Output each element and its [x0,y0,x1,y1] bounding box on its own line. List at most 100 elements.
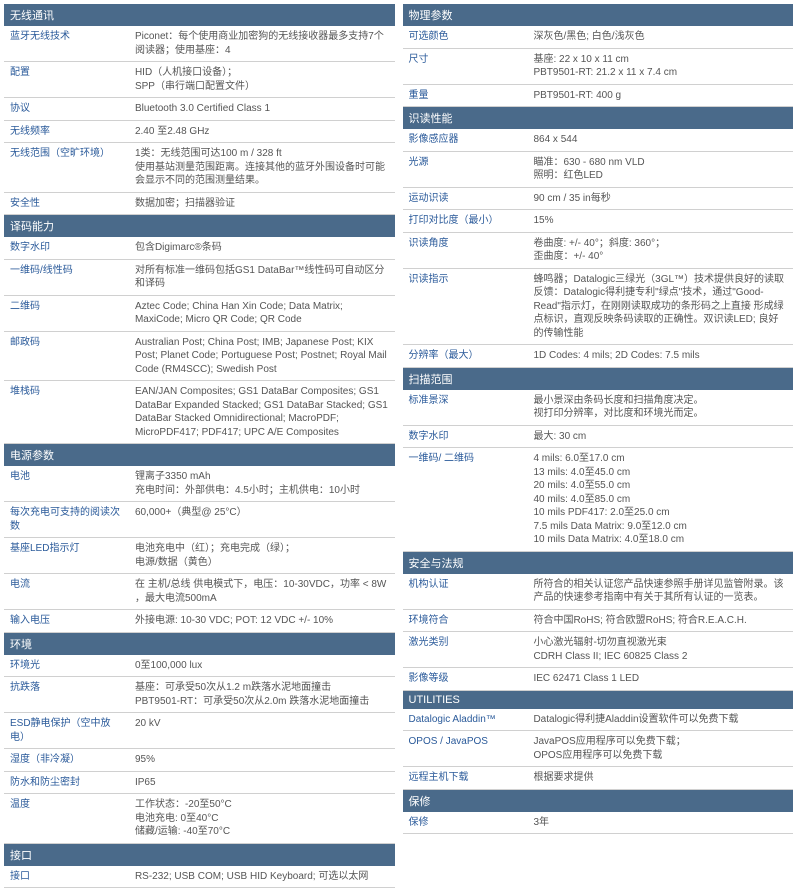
spec-value: 在 主机/总线 供电模式下，电压：10-30VDC，功率 < 8W ，最大电流5… [129,574,395,610]
spec-value: 瞄准：630 - 680 nm VLD 照明：红色LED [527,151,793,187]
table-row: 邮政码Australian Post; China Post; IMB; Jap… [4,331,395,381]
spec-value: IP65 [129,771,395,794]
spec-value: 最小景深由条码长度和扫描角度决定。 视打印分辨率，对比度和环境光而定。 [527,390,793,426]
section-header: 无线通讯 [4,4,395,26]
spec-value: 小心激光辐射-切勿直视激光束 CDRH Class II; IEC 60825 … [527,632,793,668]
section-header: 电源参数 [4,444,395,466]
spec-label: 协议 [4,98,129,121]
table-row: 湿度（非冷凝）95% [4,749,395,772]
spec-value: 深灰色/黑色; 白色/浅灰色 [527,26,793,48]
spec-label: 保修 [403,812,528,834]
spec-table: 可选颜色深灰色/黑色; 白色/浅灰色尺寸基座: 22 x 10 x 11 cm … [403,26,794,107]
spec-value: EAN/JAN Composites; GS1 DataBar Composit… [129,381,395,444]
spec-label: 影像感应器 [403,129,528,151]
spec-value: 卷曲度: +/- 40°；斜度: 360°； 歪曲度：+/- 40° [527,232,793,268]
spec-label: 湿度（非冷凝） [4,749,129,772]
spec-label: 接口 [4,866,129,888]
spec-label: OPOS / JavaPOS [403,731,528,767]
table-row: 可选颜色深灰色/黑色; 白色/浅灰色 [403,26,794,48]
spec-value: 包含Digimarc®条码 [129,237,395,259]
spec-label: 重量 [403,84,528,107]
table-row: 无线范围（空旷环境）1类：无线范围可达100 m / 328 ft 使用基站测量… [4,143,395,193]
spec-value: 对所有标准一维码包括GS1 DataBar™线性码可自动区分和译码 [129,259,395,295]
spec-table: 蓝牙无线技术Piconet：每个使用商业加密狗的无线接收器最多支持7个阅读器；使… [4,26,395,215]
table-row: OPOS / JavaPOSJavaPOS应用程序可以免费下载； OPOS应用程… [403,731,794,767]
spec-value: RS-232; USB COM; USB HID Keyboard; 可选以太网 [129,866,395,888]
section-header: 扫描范围 [403,368,794,390]
spec-label: 无线范围（空旷环境） [4,143,129,193]
table-row: 一维码/ 二维码 4 mils: 6.0至17.0 cm 13 mils: 4.… [403,448,794,552]
spec-label: 识读角度 [403,232,528,268]
spec-value: 工作状态：-20至50°C 电池充电: 0至40°C 储藏/运输: -40至70… [129,794,395,844]
table-row: 输入电压外接电源: 10-30 VDC; POT: 12 VDC +/- 10% [4,610,395,633]
spec-value: 95% [129,749,395,772]
section-header: 译码能力 [4,215,395,237]
spec-label: 光源 [403,151,528,187]
spec-value: 15% [527,210,793,233]
spec-table: 数字水印包含Digimarc®条码一维码/线性码对所有标准一维码包括GS1 Da… [4,237,395,444]
spec-label: 远程主机下载 [403,767,528,790]
table-row: 识读角度卷曲度: +/- 40°；斜度: 360°； 歪曲度：+/- 40° [403,232,794,268]
table-row: 接口RS-232; USB COM; USB HID Keyboard; 可选以… [4,866,395,888]
spec-label: 标准景深 [403,390,528,426]
spec-value: 电池充电中（红）；充电完成（绿）； 电源/数据（黄色） [129,538,395,574]
table-row: 环境光0至100,000 lux [4,655,395,677]
spec-value: 3年 [527,812,793,834]
spec-label: 运动识读 [403,187,528,210]
table-row: 抗跌落基座：可承受50次从1.2 m跌落水泥地面撞击 PBT9501-RT：可承… [4,677,395,713]
spec-label: 温度 [4,794,129,844]
spec-label: 每次充电可支持的阅读次数 [4,502,129,538]
spec-value: PBT9501-RT: 400 g [527,84,793,107]
spec-value: 2.40 至2.48 GHz [129,120,395,143]
spec-value: 4 mils: 6.0至17.0 cm 13 mils: 4.0至45.0 cm… [527,448,793,552]
table-row: 识读指示蜂鸣器；Datalogic三绿光（3GL™）技术提供良好的读取反馈：Da… [403,268,794,345]
table-row: 堆栈码EAN/JAN Composites; GS1 DataBar Compo… [4,381,395,444]
table-row: 一维码/线性码对所有标准一维码包括GS1 DataBar™线性码可自动区分和译码 [4,259,395,295]
spec-label: 激光类别 [403,632,528,668]
spec-label: 环境符合 [403,609,528,632]
spec-label: 无线频率 [4,120,129,143]
table-row: 运动识读90 cm / 35 in每秒 [403,187,794,210]
table-row: 分辨率（最大）1D Codes: 4 mils; 2D Codes: 7.5 m… [403,345,794,368]
spec-value: 外接电源: 10-30 VDC; POT: 12 VDC +/- 10% [129,610,395,633]
table-row: 激光类别小心激光辐射-切勿直视激光束 CDRH Class II; IEC 60… [403,632,794,668]
spec-label: 数字水印 [4,237,129,259]
spec-value: 20 kV [129,713,395,749]
spec-label: 打印对比度（最小） [403,210,528,233]
spec-value: 1D Codes: 4 mils; 2D Codes: 7.5 mils [527,345,793,368]
section-header: 物理参数 [403,4,794,26]
spec-label: 堆栈码 [4,381,129,444]
spec-value: HID（人机接口设备）； SPP（串行端口配置文件） [129,62,395,98]
spec-value: Aztec Code; China Han Xin Code; Data Mat… [129,295,395,331]
spec-table: Datalogic Aladdin™Datalogic得利捷Aladdin设置软… [403,709,794,790]
table-row: 蓝牙无线技术Piconet：每个使用商业加密狗的无线接收器最多支持7个阅读器；使… [4,26,395,62]
table-row: 防水和防尘密封IP65 [4,771,395,794]
table-row: 安全性数据加密；扫描器验证 [4,192,395,215]
spec-label: 机构认证 [403,574,528,610]
spec-label: 蓝牙无线技术 [4,26,129,62]
spec-value: 基座：可承受50次从1.2 m跌落水泥地面撞击 PBT9501-RT：可承受50… [129,677,395,713]
spec-label: 防水和防尘密封 [4,771,129,794]
spec-label: 邮政码 [4,331,129,381]
spec-value: Piconet：每个使用商业加密狗的无线接收器最多支持7个阅读器；使用基座：4 [129,26,395,62]
table-row: 二维码Aztec Code; China Han Xin Code; Data … [4,295,395,331]
spec-label: 识读指示 [403,268,528,345]
table-row: 保修3年 [403,812,794,834]
spec-label: 电池 [4,466,129,502]
table-row: 数字水印最大: 30 cm [403,425,794,448]
table-row: 无线频率2.40 至2.48 GHz [4,120,395,143]
spec-value: 根据要求提供 [527,767,793,790]
table-row: 电流在 主机/总线 供电模式下，电压：10-30VDC，功率 < 8W ，最大电… [4,574,395,610]
table-row: 影像等级IEC 62471 Class 1 LED [403,668,794,691]
spec-label: 一维码/ 二维码 [403,448,528,552]
table-row: 光源瞄准：630 - 680 nm VLD 照明：红色LED [403,151,794,187]
spec-value: 90 cm / 35 in每秒 [527,187,793,210]
right-column: 物理参数可选颜色深灰色/黑色; 白色/浅灰色尺寸基座: 22 x 10 x 11… [403,4,794,888]
spec-value: 864 x 544 [527,129,793,151]
section-header: 环境 [4,633,395,655]
spec-value: 最大: 30 cm [527,425,793,448]
spec-value: JavaPOS应用程序可以免费下载； OPOS应用程序可以免费下载 [527,731,793,767]
spec-table: 影像感应器864 x 544光源瞄准：630 - 680 nm VLD 照明：红… [403,129,794,368]
table-row: 影像感应器864 x 544 [403,129,794,151]
table-row: 温度工作状态：-20至50°C 电池充电: 0至40°C 储藏/运输: -40至… [4,794,395,844]
